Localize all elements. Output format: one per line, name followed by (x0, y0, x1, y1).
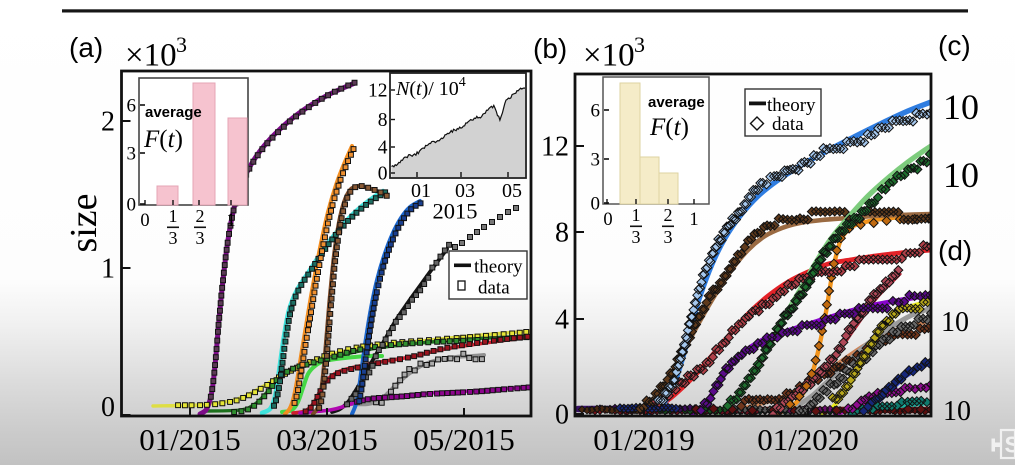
svg-text:01/2019: 01/2019 (593, 422, 695, 457)
svg-text:8: 8 (555, 218, 569, 249)
svg-text:2: 2 (196, 206, 205, 226)
svg-text:3: 3 (591, 150, 601, 171)
svg-text:0: 0 (140, 211, 149, 231)
svg-text:1: 1 (169, 206, 178, 226)
svg-text:10: 10 (941, 307, 969, 338)
svg-text:6: 6 (127, 96, 137, 117)
svg-text:size: size (63, 193, 105, 252)
svg-text:05/2015: 05/2015 (413, 422, 515, 457)
svg-text:3: 3 (127, 144, 137, 165)
svg-text:0: 0 (603, 210, 612, 230)
svg-text:3: 3 (632, 227, 641, 247)
svg-text:01: 01 (411, 180, 431, 202)
svg-text:6: 6 (591, 101, 601, 122)
svg-text:10: 10 (943, 396, 971, 427)
svg-text:theory: theory (767, 95, 816, 116)
svg-text:3: 3 (664, 227, 673, 247)
svg-text:average: average (648, 94, 705, 111)
svg-text:(c): (c) (938, 30, 971, 61)
svg-text:S: S (1005, 432, 1015, 458)
svg-text:2015: 2015 (433, 199, 478, 224)
svg-text:0: 0 (591, 194, 601, 215)
svg-text:1: 1 (689, 210, 698, 230)
svg-text:data: data (772, 114, 804, 135)
svg-text:3: 3 (169, 228, 178, 248)
svg-text:data: data (478, 278, 510, 299)
svg-text:(b): (b) (533, 33, 567, 64)
svg-text:theory: theory (474, 257, 523, 278)
svg-text:3: 3 (196, 228, 205, 248)
svg-text:01/2015: 01/2015 (139, 422, 241, 457)
svg-text:10: 10 (943, 87, 979, 127)
svg-text:F(t): F(t) (143, 126, 183, 153)
svg-text:10: 10 (943, 155, 979, 195)
svg-text:(d): (d) (938, 235, 972, 266)
svg-text:2: 2 (101, 107, 115, 138)
svg-text:12: 12 (368, 81, 388, 102)
svg-text:(a): (a) (69, 32, 103, 63)
svg-text:1: 1 (101, 254, 115, 285)
svg-text:0: 0 (555, 400, 569, 431)
svg-text:1: 1 (226, 211, 235, 231)
svg-text:0: 0 (127, 195, 137, 216)
svg-text:0: 0 (101, 392, 115, 423)
svg-text:4: 4 (378, 138, 388, 159)
svg-text:average: average (145, 104, 202, 121)
svg-text:03: 03 (455, 180, 475, 202)
svg-text:01/2020: 01/2020 (757, 422, 859, 457)
svg-text:1: 1 (632, 205, 641, 225)
svg-text:03/2015: 03/2015 (276, 422, 378, 457)
svg-text:12: 12 (541, 132, 569, 163)
svg-text:05: 05 (502, 180, 522, 202)
svg-text:N(t)/ 104: N(t)/ 104 (395, 75, 466, 100)
svg-text:0: 0 (378, 164, 388, 185)
svg-text:4: 4 (555, 305, 569, 336)
svg-text:×10: ×10 (125, 38, 177, 74)
svg-text:8: 8 (378, 110, 388, 131)
svg-text:3: 3 (176, 32, 187, 57)
svg-text:3: 3 (634, 32, 645, 57)
svg-text:×10: ×10 (583, 38, 635, 74)
svg-text:2: 2 (664, 205, 673, 225)
svg-text:F(t): F(t) (649, 114, 689, 141)
